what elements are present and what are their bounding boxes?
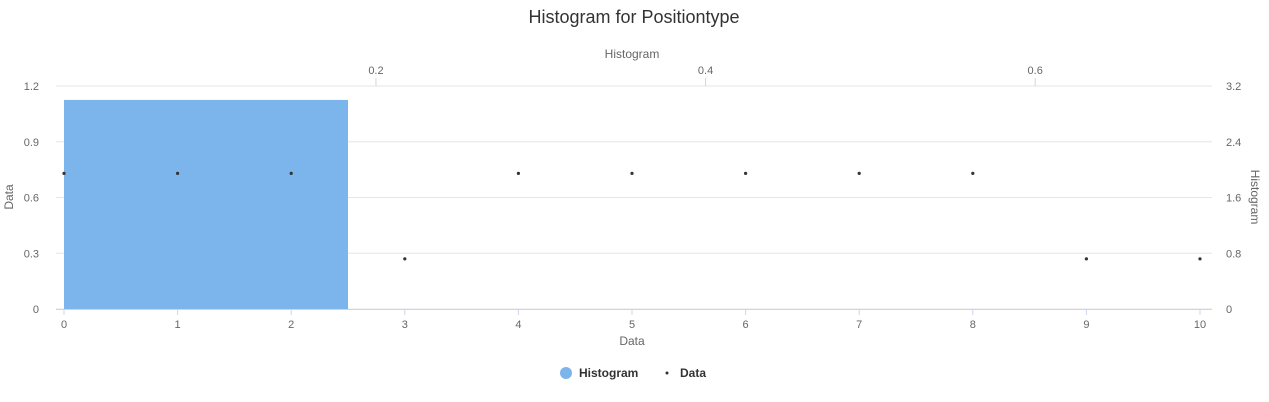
bottom-tick-label: 9 xyxy=(1083,319,1089,331)
bottom-tick-label: 1 xyxy=(175,319,181,331)
left-tick-label: 0 xyxy=(33,304,39,316)
data-point[interactable] xyxy=(516,171,521,175)
legend-item-data[interactable]: Data xyxy=(665,366,707,380)
data-points xyxy=(62,171,1202,261)
bottom-axis-title: Data xyxy=(619,334,645,348)
legend: Histogram Data xyxy=(560,366,706,380)
axes: 0 0.3 0.6 0.9 1.2 0 0.8 1.6 2.4 3.2 0 1 2 3 4 5 6 7 8 9 10 0.… xyxy=(24,65,1242,331)
data-point[interactable] xyxy=(971,171,975,175)
histogram-bars xyxy=(64,99,348,309)
top-tick-label: 0.4 xyxy=(698,65,713,77)
data-point[interactable] xyxy=(403,257,407,261)
bottom-tick-label: 7 xyxy=(856,319,862,331)
right-axis-title: Histogram xyxy=(1248,170,1262,225)
left-tick-label: 0.3 xyxy=(24,248,39,260)
data-point[interactable] xyxy=(630,171,634,175)
bottom-tick-label: 6 xyxy=(743,319,749,331)
right-tick-label: 0.8 xyxy=(1226,248,1241,260)
legend-data-symbol xyxy=(665,371,669,375)
right-tick-label: 3.2 xyxy=(1226,81,1241,93)
bottom-tick-label: 3 xyxy=(402,319,408,331)
bottom-tick-label: 2 xyxy=(288,319,294,331)
data-point[interactable] xyxy=(176,171,180,175)
left-tick-label: 1.2 xyxy=(24,81,39,93)
right-tick-label: 2.4 xyxy=(1226,137,1241,149)
left-axis-title: Data xyxy=(2,184,16,210)
bottom-tick-label: 10 xyxy=(1194,319,1206,331)
bottom-tick-label: 4 xyxy=(515,319,521,331)
top-tick-label: 0.6 xyxy=(1028,65,1043,77)
right-tick-label: 1.6 xyxy=(1226,193,1241,205)
legend-data-label: Data xyxy=(680,366,706,380)
bottom-tick-label: 0 xyxy=(61,319,67,331)
data-point[interactable] xyxy=(289,171,293,175)
top-axis-title: Histogram xyxy=(605,47,660,61)
left-tick-label: 0.6 xyxy=(24,193,39,205)
top-tick-label: 0.2 xyxy=(368,65,383,77)
data-point[interactable] xyxy=(744,171,748,175)
left-tick-label: 0.9 xyxy=(24,137,39,149)
histogram-bar[interactable] xyxy=(64,99,348,309)
right-tick-label: 0 xyxy=(1226,304,1232,316)
legend-histogram-symbol xyxy=(560,367,572,379)
bottom-tick-label: 5 xyxy=(629,319,635,331)
data-point[interactable] xyxy=(857,171,861,175)
bottom-tick-label: 8 xyxy=(970,319,976,331)
data-point[interactable] xyxy=(1198,257,1202,261)
legend-histogram-label: Histogram xyxy=(579,366,638,380)
legend-item-histogram[interactable]: Histogram xyxy=(560,366,638,380)
chart-title: Histogram for Positiontype xyxy=(528,7,739,27)
data-point[interactable] xyxy=(62,171,66,175)
data-point[interactable] xyxy=(1084,257,1088,261)
